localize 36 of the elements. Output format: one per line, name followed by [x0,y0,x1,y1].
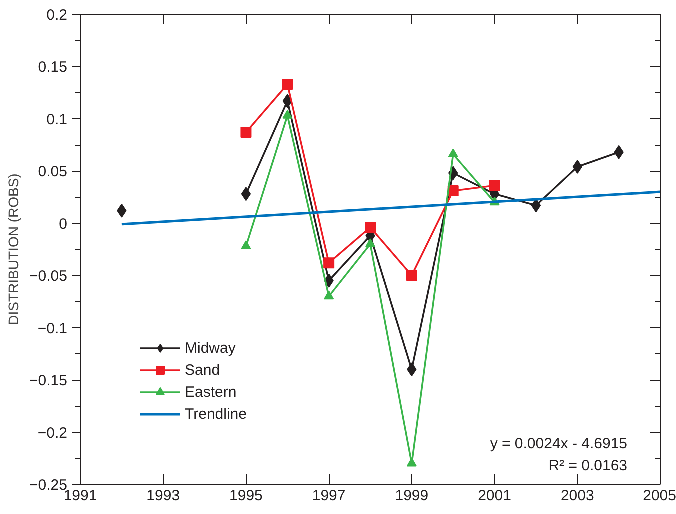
x-tick-label: 1995 [230,488,263,504]
point [241,240,252,250]
point [241,187,252,202]
y-tick-label: 0.1 [46,111,68,128]
point [489,180,500,192]
point [282,78,294,90]
x-tick-label: 1997 [312,488,346,504]
x-tick-label: 2003 [560,488,594,504]
point [240,127,252,138]
annotation: y = 0.0024x - 4.6915 [490,436,628,452]
point [365,222,376,234]
y-tick-label: 0.05 [38,164,68,181]
legend-label: Eastern [185,384,237,400]
x-tick-label: 2001 [478,488,512,504]
legend-label: Sand [185,362,220,378]
y-tick-label: 0.2 [46,7,68,24]
point [324,258,335,269]
y-tick-label: 0 [59,216,68,233]
point [531,198,542,213]
x-tick-label: 2005 [643,488,676,504]
legend-label: Midway [185,340,236,356]
y-axis-title: DISTRIBUTION (ROBS) [6,174,22,326]
x-tick-label: 1999 [395,488,429,504]
y-tick-label: −0.1 [38,320,68,338]
y-tick-label: −0.05 [30,268,68,286]
y-tick-label: −0.15 [30,372,68,390]
point [282,110,293,119]
legend-label: Trendline [185,406,247,422]
annotation: R² = 0.0163 [548,458,628,474]
point [366,238,376,248]
y-tick-label: −0.2 [38,424,68,442]
point [324,290,334,300]
point [448,148,458,158]
x-tick-label: 1993 [146,488,180,504]
y-tick-label: 0.15 [38,59,68,76]
point [406,270,418,282]
